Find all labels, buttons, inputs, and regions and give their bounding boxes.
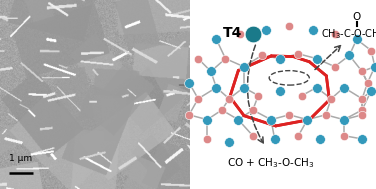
Text: CH$_3$-C-O-CH$_3$: CH$_3$-C-O-CH$_3$ bbox=[321, 27, 376, 41]
Text: T4: T4 bbox=[223, 26, 243, 40]
Text: O: O bbox=[353, 12, 361, 22]
Text: 1 μm: 1 μm bbox=[9, 153, 32, 163]
Text: CO + CH$_3$-O-CH$_3$: CO + CH$_3$-O-CH$_3$ bbox=[227, 156, 315, 170]
